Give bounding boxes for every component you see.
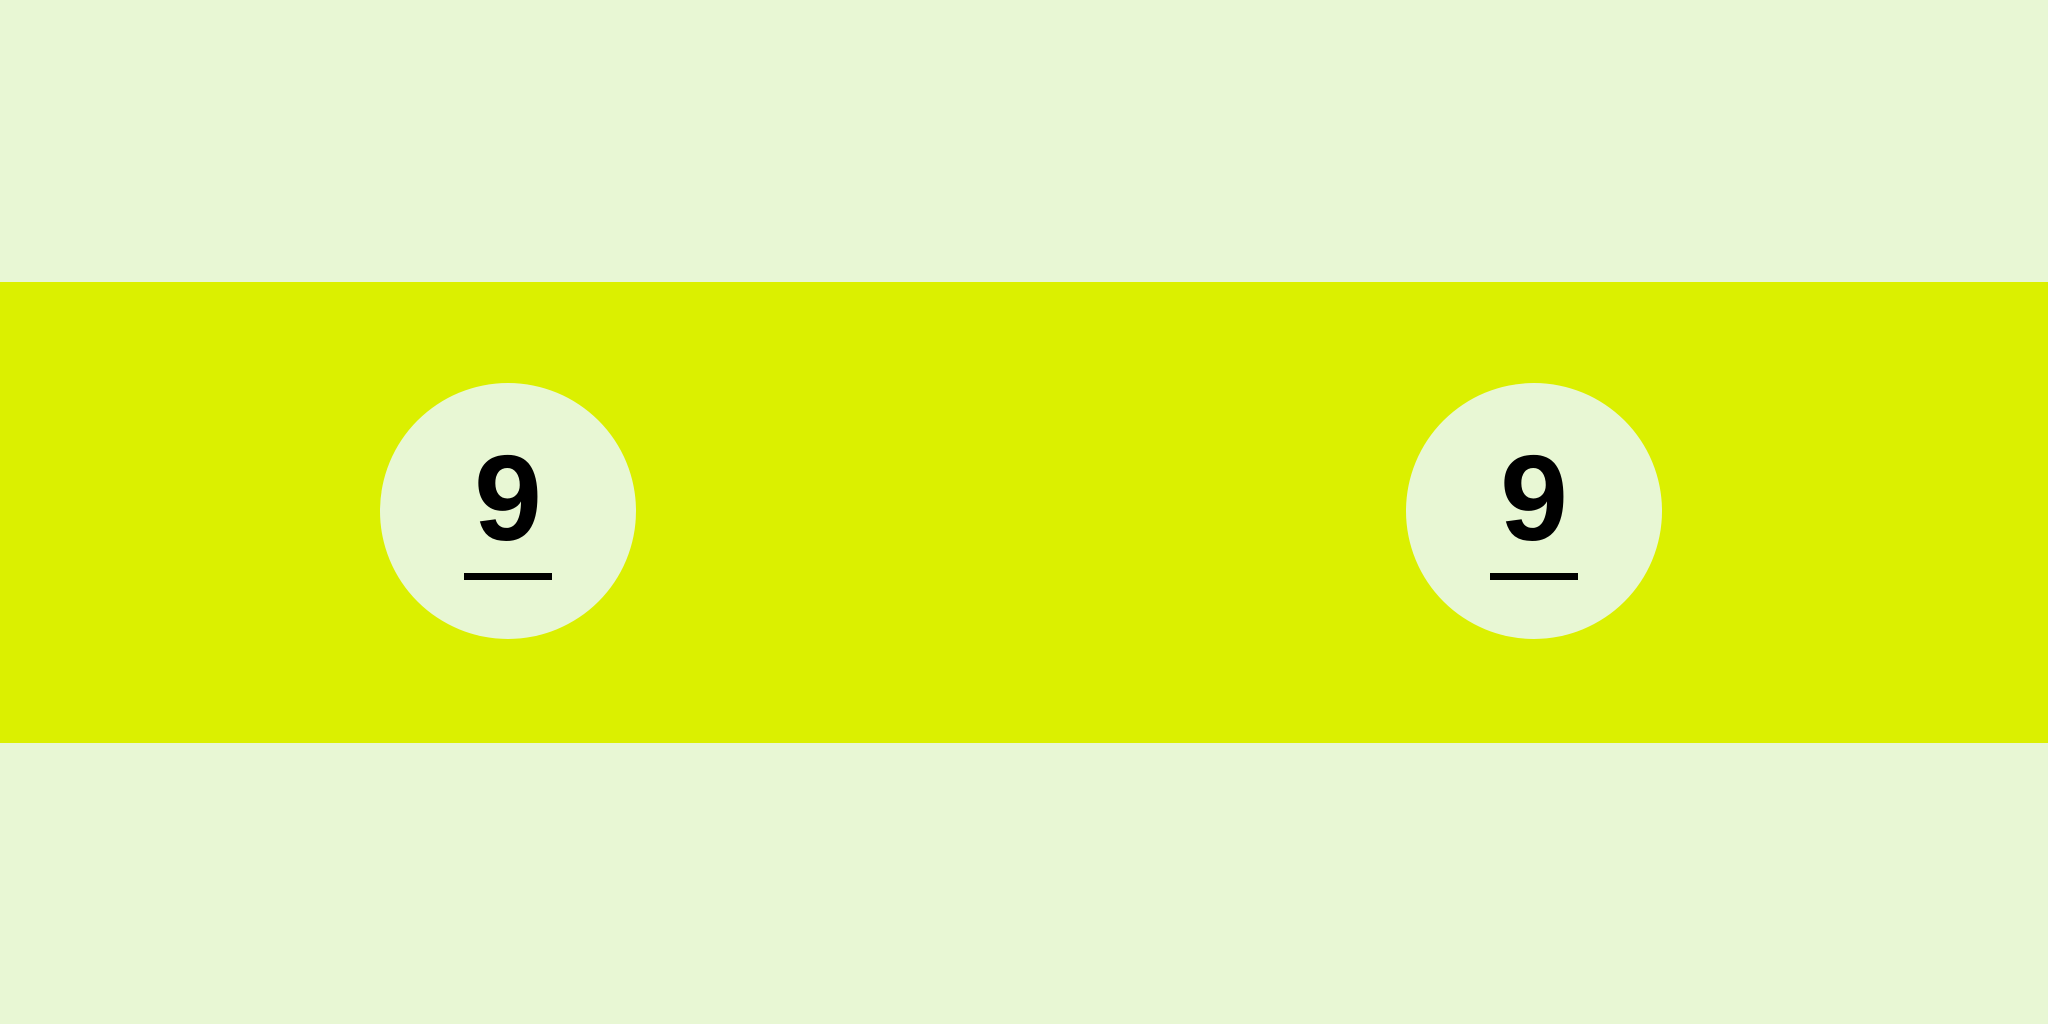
ball-number: 9 bbox=[1500, 430, 1568, 566]
ball-number-underline bbox=[1490, 573, 1578, 580]
number-ball: 9 bbox=[1406, 383, 1662, 639]
yellow-band bbox=[0, 282, 2048, 743]
number-ball: 9 bbox=[380, 383, 636, 639]
ball-number-underline bbox=[464, 573, 552, 580]
ball-number: 9 bbox=[474, 430, 542, 566]
